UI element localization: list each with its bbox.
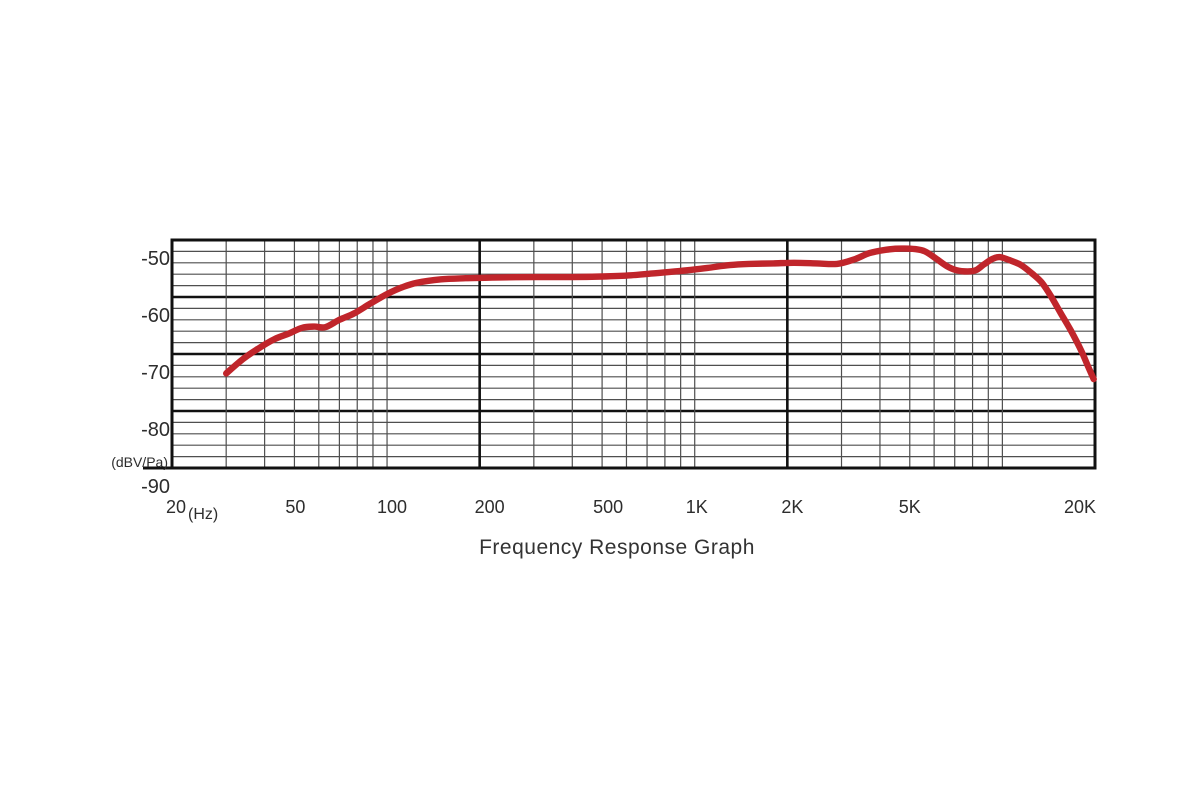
- x-tick-label-50: 50: [285, 497, 306, 517]
- x-tick-label-20K: 20K: [1063, 497, 1097, 517]
- x-tick-label-100: 100: [377, 497, 408, 517]
- y-tick-label--80: -80: [141, 419, 170, 441]
- x-tick-label-5K: 5K: [898, 497, 921, 517]
- y-tick-label--50: -50: [141, 248, 170, 270]
- x-tick-label-20: 20: [165, 497, 187, 517]
- x-tick-label-200: 200: [474, 497, 505, 517]
- y-tick-label--70: -70: [141, 362, 170, 384]
- x-tick-label-1K: 1K: [685, 497, 708, 517]
- x-axis-unit-label: (Hz): [188, 506, 219, 523]
- y-axis-unit-label: (dBV/Pa): [111, 454, 168, 470]
- frequency-response-curve: [223, 245, 1097, 383]
- y-tick-label--60: -60: [141, 305, 170, 327]
- x-tick-label-2K: 2K: [781, 497, 804, 517]
- plot-frame: [170, 238, 1097, 470]
- chart-title: Frequency Response Graph: [479, 536, 755, 559]
- y-tick-label--90: -90: [141, 476, 170, 498]
- x-tick-label-500: 500: [593, 497, 624, 517]
